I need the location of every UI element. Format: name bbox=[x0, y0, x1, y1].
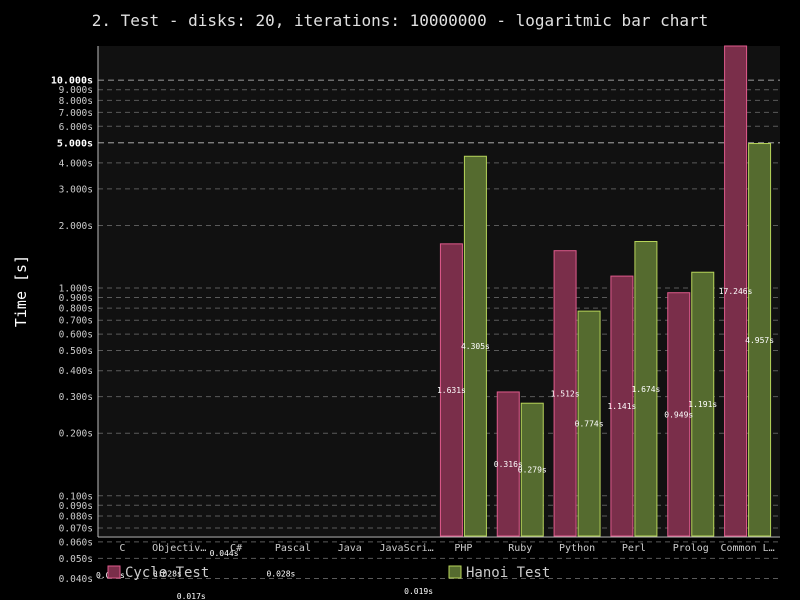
y-tick-label: 0.700s bbox=[59, 316, 93, 327]
x-tick-label: JavaScri… bbox=[379, 543, 433, 554]
cycle-test-bar bbox=[724, 45, 748, 537]
y-tick-label: 4.000s bbox=[59, 158, 93, 169]
y-tick-label: 0.300s bbox=[59, 392, 93, 403]
bar-value-label: 1.191s bbox=[688, 400, 717, 409]
legend-swatch-cycle-test bbox=[107, 565, 121, 579]
hanoi-test-bar bbox=[691, 271, 715, 537]
y-tick-label: 2.000s bbox=[59, 221, 93, 232]
legend-label-hanoi-test: Hanoi Test bbox=[466, 565, 550, 581]
y-tick-label: 3.000s bbox=[59, 184, 93, 195]
bar-value-label: 0.949s bbox=[664, 410, 693, 419]
x-tick-label: C bbox=[119, 543, 125, 554]
bar-value-label: 0.279s bbox=[518, 466, 547, 475]
y-tick-label: 0.400s bbox=[59, 366, 93, 377]
hanoi-test-bar bbox=[577, 310, 601, 537]
y-tick-label: 7.000s bbox=[59, 108, 93, 119]
cycle-test-bar bbox=[553, 250, 577, 537]
y-tick-label: 0.060s bbox=[59, 537, 93, 548]
y-tick-label: 0.100s bbox=[59, 491, 93, 502]
x-tick-label: Ruby bbox=[508, 543, 532, 554]
bar-value-label: 0.019s bbox=[404, 587, 433, 596]
cycle-test-bar bbox=[610, 275, 634, 537]
y-tick-label: 0.070s bbox=[59, 523, 93, 534]
x-tick-label: Objectiv… bbox=[152, 543, 206, 554]
y-tick-label: 0.050s bbox=[59, 554, 93, 565]
legend-swatch-hanoi-test bbox=[448, 565, 462, 579]
y-tick-label: 0.080s bbox=[59, 511, 93, 522]
x-tick-label: Common L… bbox=[720, 543, 774, 554]
bar-value-label: 4.305s bbox=[461, 342, 490, 351]
bar-value-label: 17.246s bbox=[719, 287, 753, 296]
bar-value-label: 0.028s bbox=[266, 569, 295, 578]
x-tick-label: Java bbox=[338, 543, 362, 554]
bar-value-label: 4.957s bbox=[745, 336, 774, 345]
data-labels: 0.027s0.010s0.028s0.017s0.044s0.010s0.02… bbox=[96, 287, 774, 600]
x-tick-label: Prolog bbox=[673, 543, 709, 554]
y-tick-label: 5.000s bbox=[57, 138, 93, 149]
y-tick-label: 0.090s bbox=[59, 501, 93, 512]
bar-value-label: 0.316s bbox=[494, 460, 523, 469]
x-tick-label: Pascal bbox=[275, 543, 311, 554]
bar-value-label: 0.044s bbox=[210, 549, 239, 558]
y-axis-label: Time [s] bbox=[12, 255, 30, 327]
chart-title: 2. Test - disks: 20, iterations: 1000000… bbox=[92, 11, 709, 30]
bar-value-label: 0.017s bbox=[177, 592, 206, 600]
hanoi-test-bar bbox=[520, 402, 544, 537]
y-grid: 0.007s0.008s0.009s0.010s0.020s0.030s0.04… bbox=[51, 76, 780, 600]
bar-value-label: 0.028s bbox=[153, 569, 182, 578]
y-tick-label: 6.000s bbox=[59, 122, 93, 133]
y-tick-label: 0.500s bbox=[59, 346, 93, 357]
y-tick-label: 1.000s bbox=[59, 284, 93, 295]
y-tick-label: 0.600s bbox=[59, 330, 93, 341]
y-tick-label: 10.000s bbox=[51, 76, 93, 87]
bar-value-label: 1.631s bbox=[437, 386, 466, 395]
hanoi-test-bar bbox=[634, 241, 658, 537]
y-tick-label: 8.000s bbox=[59, 96, 93, 107]
y-tick-label: 0.200s bbox=[59, 429, 93, 440]
legend-label-cycle-test: Cycle Test bbox=[125, 565, 209, 581]
bar-value-label: 1.674s bbox=[631, 385, 660, 394]
bar-value-label: 0.774s bbox=[575, 420, 604, 429]
x-tick-label: C# bbox=[230, 543, 242, 554]
y-tick-label: 0.900s bbox=[59, 293, 93, 304]
cycle-test-bar bbox=[439, 243, 463, 537]
bars bbox=[439, 45, 772, 537]
hanoi-test-bar bbox=[463, 155, 487, 537]
cycle-test-bar bbox=[496, 391, 520, 537]
plot-area bbox=[98, 46, 780, 536]
y-tick-label: 9.000s bbox=[59, 85, 93, 96]
legend: Cycle Test Hanoi Test bbox=[107, 565, 550, 581]
y-tick-label: 0.040s bbox=[59, 574, 93, 585]
x-tick-label: Perl bbox=[622, 543, 646, 554]
hanoi-test-bar bbox=[748, 143, 772, 537]
bar-value-label: 1.512s bbox=[551, 389, 580, 398]
bar-value-label: 1.141s bbox=[607, 402, 636, 411]
x-tick-label: PHP bbox=[454, 543, 472, 554]
x-tick-label: Python bbox=[559, 543, 595, 554]
y-tick-label: 0.800s bbox=[59, 304, 93, 315]
cycle-test-bar bbox=[667, 292, 691, 537]
